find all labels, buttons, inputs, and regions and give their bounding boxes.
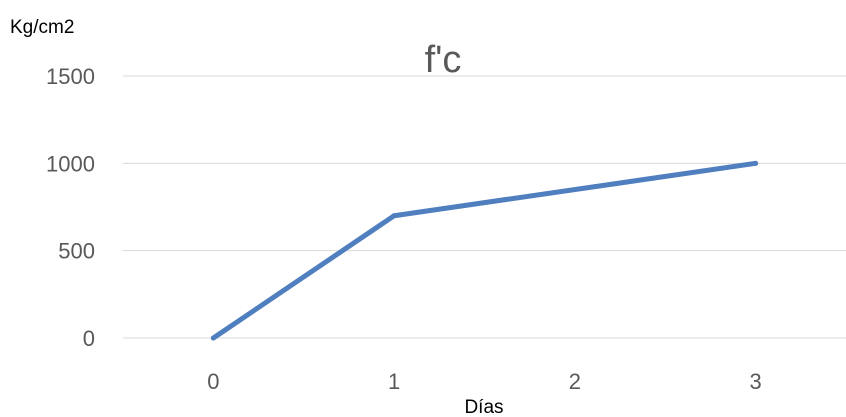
y-tick-labels: 0 500 1000 1500: [46, 64, 95, 351]
x-tick-label: 1: [388, 369, 400, 394]
x-tick-label: 2: [569, 369, 581, 394]
x-tick-label: 0: [207, 369, 219, 394]
y-tick-label: 0: [83, 326, 95, 351]
gridlines: [123, 75, 846, 339]
y-tick-label: 1000: [46, 151, 95, 176]
y-axis-label: Kg/cm2: [10, 17, 74, 38]
x-axis-label: Días: [464, 397, 503, 417]
y-tick-label: 500: [58, 239, 95, 264]
series-group: [210, 160, 759, 341]
x-tick-labels: 0 1 2 3: [207, 369, 762, 394]
data-point: [391, 213, 397, 219]
x-tick-label: 3: [750, 369, 762, 394]
data-point: [753, 160, 759, 166]
chart-title: f'c: [425, 39, 462, 81]
y-tick-label: 1500: [46, 64, 95, 89]
data-point: [210, 335, 216, 341]
